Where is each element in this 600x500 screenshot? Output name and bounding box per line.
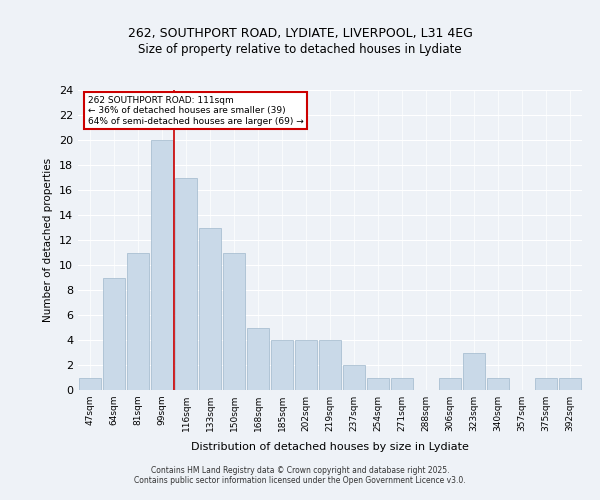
Bar [127, 252, 149, 390]
Bar [271, 340, 293, 390]
Bar [487, 378, 509, 390]
Text: Size of property relative to detached houses in Lydiate: Size of property relative to detached ho… [138, 42, 462, 56]
Bar [175, 178, 197, 390]
Bar [463, 352, 485, 390]
Bar [151, 140, 173, 390]
Bar [535, 378, 557, 390]
Text: 262 SOUTHPORT ROAD: 111sqm
← 36% of detached houses are smaller (39)
64% of semi: 262 SOUTHPORT ROAD: 111sqm ← 36% of deta… [88, 96, 304, 126]
Bar [559, 378, 581, 390]
Bar [391, 378, 413, 390]
X-axis label: Distribution of detached houses by size in Lydiate: Distribution of detached houses by size … [191, 442, 469, 452]
Bar [199, 228, 221, 390]
Bar [223, 252, 245, 390]
Bar [343, 365, 365, 390]
Text: 262, SOUTHPORT ROAD, LYDIATE, LIVERPOOL, L31 4EG: 262, SOUTHPORT ROAD, LYDIATE, LIVERPOOL,… [128, 28, 472, 40]
Bar [103, 278, 125, 390]
Bar [367, 378, 389, 390]
Bar [319, 340, 341, 390]
Bar [439, 378, 461, 390]
Bar [247, 328, 269, 390]
Text: Contains HM Land Registry data © Crown copyright and database right 2025.
Contai: Contains HM Land Registry data © Crown c… [134, 466, 466, 485]
Y-axis label: Number of detached properties: Number of detached properties [43, 158, 53, 322]
Bar [79, 378, 101, 390]
Bar [295, 340, 317, 390]
